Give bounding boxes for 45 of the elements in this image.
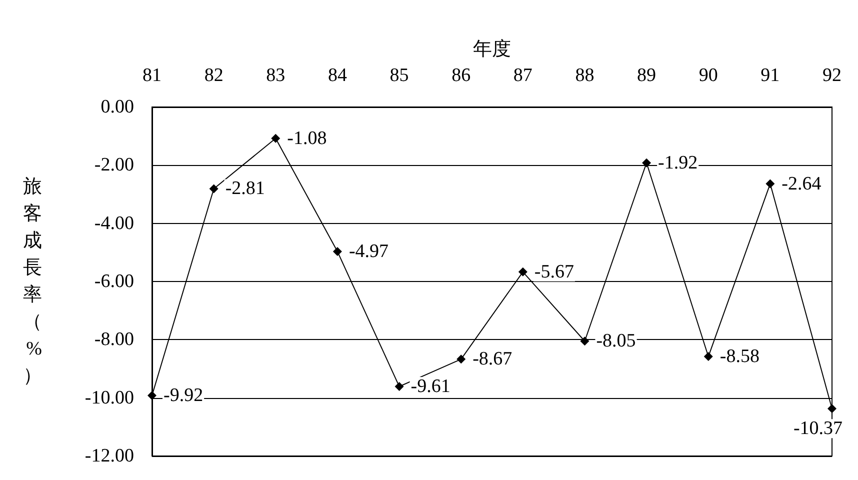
x-tick-label: 83 <box>266 65 286 86</box>
y-tick-label: -12.00 <box>84 446 134 466</box>
data-label: -9.92 <box>164 385 204 406</box>
point <box>766 179 775 188</box>
data-label: -1.92 <box>658 152 698 174</box>
data-label: -2.64 <box>782 173 822 194</box>
y-axis-title: 旅客成長率（%） <box>23 176 42 386</box>
data-label: -8.67 <box>472 348 512 370</box>
x-tick-label: 85 <box>390 65 409 86</box>
data-label: -8.05 <box>596 330 636 352</box>
x-axis-title: 年度 <box>473 38 511 60</box>
y-tick-label: -4.00 <box>94 212 134 234</box>
point <box>456 354 466 364</box>
point <box>394 382 404 391</box>
x-tick-label: 89 <box>637 65 656 86</box>
y-tick-label: -6.00 <box>94 271 134 292</box>
point <box>332 247 342 256</box>
x-tick-label: 91 <box>760 65 780 86</box>
point <box>828 404 836 414</box>
x-tick-label: 82 <box>204 65 224 86</box>
y-tick-label: -10.00 <box>84 387 134 408</box>
point <box>704 352 713 362</box>
point <box>271 134 280 143</box>
point <box>148 391 156 400</box>
x-tick-label: 86 <box>452 65 471 86</box>
x-tick-label: 84 <box>328 65 348 86</box>
y-tick-label: -8.00 <box>94 329 134 350</box>
x-tick-label: 87 <box>513 65 532 86</box>
point <box>580 336 590 346</box>
data-label: -5.67 <box>534 261 574 282</box>
x-tick-label: 92 <box>822 65 842 86</box>
y-tick-label: -2.00 <box>94 154 134 176</box>
data-label: -1.08 <box>287 128 327 149</box>
point <box>209 184 218 194</box>
x-tick-label: 81 <box>142 65 162 86</box>
data-label: -10.37 <box>793 418 843 440</box>
x-tick-label: 88 <box>575 65 594 86</box>
y-tick-label: 0.00 <box>100 96 134 118</box>
x-tick-label: 90 <box>698 65 718 86</box>
data-label: -9.61 <box>410 376 450 397</box>
point <box>642 158 652 168</box>
data-label: -8.58 <box>720 346 760 368</box>
data-label: -4.97 <box>348 241 389 262</box>
data-label: -2.81 <box>225 178 265 200</box>
point <box>518 267 528 276</box>
